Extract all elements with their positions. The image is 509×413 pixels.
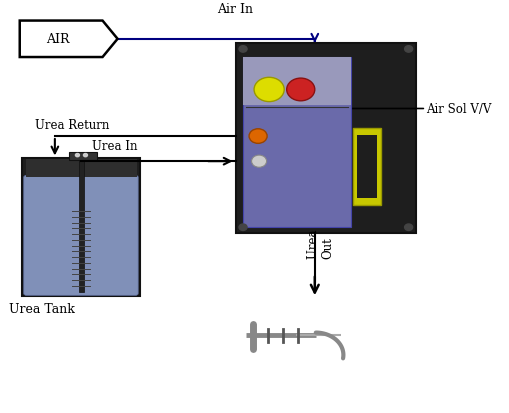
FancyBboxPatch shape (353, 128, 380, 205)
Circle shape (248, 129, 267, 144)
Text: Urea In: Urea In (92, 140, 138, 153)
FancyBboxPatch shape (235, 44, 415, 234)
FancyBboxPatch shape (24, 176, 138, 296)
FancyBboxPatch shape (69, 153, 96, 161)
Text: Urea Return: Urea Return (35, 119, 109, 132)
Polygon shape (20, 21, 118, 58)
Circle shape (251, 156, 266, 168)
Text: Air Sol V/V: Air Sol V/V (426, 103, 491, 116)
FancyBboxPatch shape (243, 58, 350, 228)
Circle shape (75, 154, 79, 157)
FancyBboxPatch shape (238, 46, 413, 232)
Circle shape (239, 224, 246, 231)
FancyBboxPatch shape (22, 159, 140, 297)
Circle shape (239, 47, 246, 53)
Circle shape (286, 79, 314, 102)
FancyBboxPatch shape (357, 136, 376, 198)
FancyBboxPatch shape (26, 160, 136, 178)
FancyBboxPatch shape (79, 161, 84, 292)
Text: Urea + Air
Out: Urea + Air Out (306, 193, 334, 258)
Text: AIR: AIR (45, 33, 69, 46)
Circle shape (253, 78, 284, 102)
Text: Air In: Air In (217, 3, 253, 16)
Circle shape (404, 224, 412, 231)
Circle shape (83, 154, 88, 157)
Text: Urea Tank: Urea Tank (9, 302, 75, 316)
Circle shape (404, 47, 412, 53)
FancyBboxPatch shape (243, 58, 350, 105)
